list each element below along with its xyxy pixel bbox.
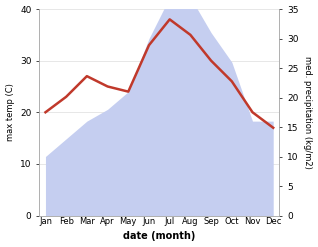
Y-axis label: max temp (C): max temp (C) — [5, 83, 15, 141]
Y-axis label: med. precipitation (kg/m2): med. precipitation (kg/m2) — [303, 56, 313, 169]
X-axis label: date (month): date (month) — [123, 231, 196, 242]
